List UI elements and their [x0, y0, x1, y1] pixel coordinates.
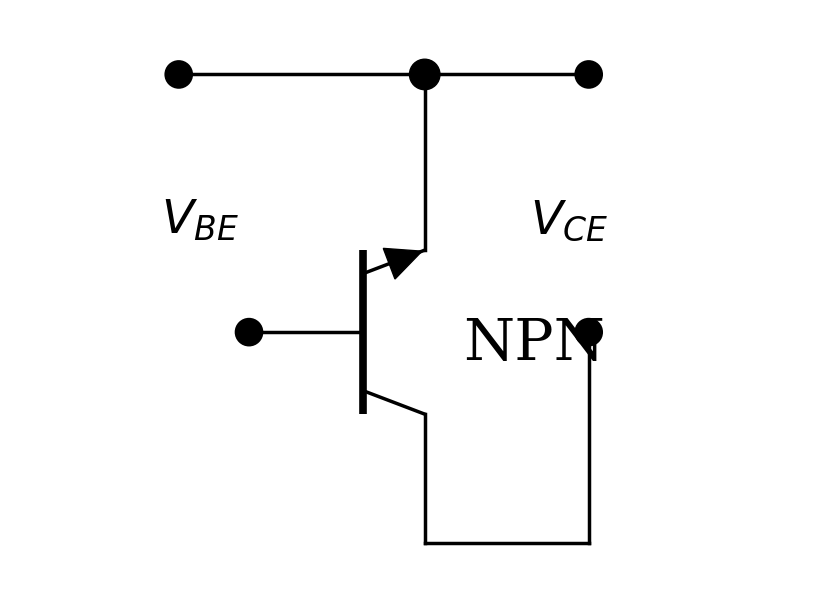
Circle shape: [237, 320, 261, 344]
Circle shape: [167, 63, 191, 86]
Polygon shape: [383, 248, 422, 279]
Circle shape: [410, 59, 440, 90]
Text: NPN: NPN: [463, 316, 605, 372]
Circle shape: [577, 63, 601, 86]
Circle shape: [577, 320, 601, 344]
Text: $V_{CE}$: $V_{CE}$: [530, 198, 608, 244]
Text: $V_{BE}$: $V_{BE}$: [161, 198, 239, 244]
